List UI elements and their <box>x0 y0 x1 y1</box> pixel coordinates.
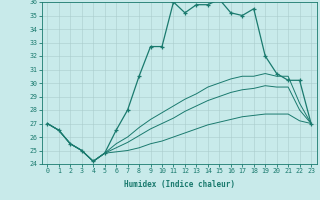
X-axis label: Humidex (Indice chaleur): Humidex (Indice chaleur) <box>124 180 235 189</box>
